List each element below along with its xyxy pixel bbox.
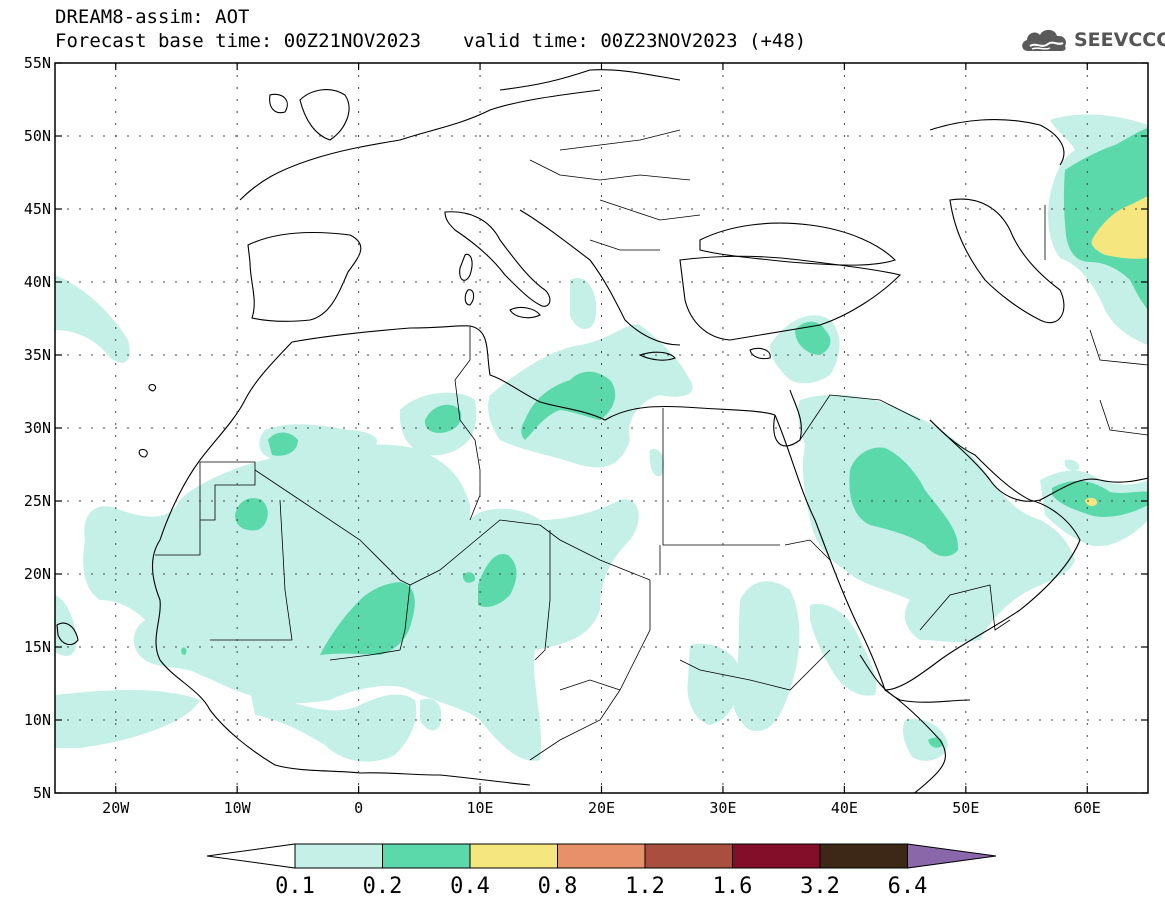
colorbar-arrow-high	[907, 843, 997, 869]
x-tick-label: 50E	[952, 799, 979, 817]
x-tick-label: 20E	[588, 799, 615, 817]
y-tick-label: 15N	[24, 638, 51, 656]
axis-ticks: 20W 10W 0 10E 20E 30E 40E 50E 60E 55N 50N 45N 40N 35N…	[24, 54, 1148, 817]
y-tick-label: 40N	[24, 273, 51, 291]
colorbar-label: 1.2	[625, 874, 665, 899]
base-time-label: Forecast base time: 00Z21NOV2023	[55, 30, 422, 52]
colorbar-segment	[382, 843, 471, 869]
y-tick-label: 35N	[24, 346, 51, 364]
seevccc-logo: SEEVCCC	[1018, 24, 1165, 56]
y-tick-label: 50N	[24, 127, 51, 145]
country-borders	[155, 129, 1148, 761]
map-title: DREAM8-assim: AOT	[55, 6, 250, 28]
x-tick-label: 10E	[467, 799, 494, 817]
cloud-icon	[1022, 29, 1067, 51]
colorbar-segment	[294, 843, 383, 869]
y-tick-label: 25N	[24, 492, 51, 510]
colorbar: 0.1 0.2 0.4 0.8 1.2 1.6 3.2 6.4	[206, 843, 997, 899]
coastlines-borders	[56, 69, 1148, 793]
colorbar-label: 0.2	[363, 874, 403, 899]
x-tick-label: 20W	[102, 799, 130, 817]
y-tick-label: 20N	[24, 565, 51, 583]
colorbar-label: 0.4	[450, 874, 490, 899]
x-tick-label: 40E	[831, 799, 858, 817]
grid-lines	[55, 63, 1148, 793]
colorbar-label: 0.1	[275, 874, 315, 899]
colorbar-segment	[732, 843, 821, 869]
colorbar-segment	[557, 843, 646, 869]
aot-fields	[55, 114, 1148, 762]
x-tick-label: 60E	[1074, 799, 1101, 817]
x-tick-label: 0	[354, 799, 363, 817]
y-tick-label: 55N	[24, 54, 51, 72]
y-tick-label: 10N	[24, 711, 51, 729]
colorbar-arrow-low	[206, 843, 296, 869]
y-tick-label: 5N	[33, 784, 51, 802]
aot-field-high	[1085, 196, 1148, 507]
time-info: Forecast base time: 00Z21NOV2023 valid ti…	[55, 30, 806, 52]
colorbar-label: 3.2	[800, 874, 840, 899]
x-tick-label: 30E	[709, 799, 736, 817]
colorbar-segment	[644, 843, 733, 869]
colorbar-label: 1.6	[713, 874, 753, 899]
colorbar-label: 0.8	[538, 874, 578, 899]
aot-field-medium	[181, 128, 1148, 748]
x-tick-label: 10W	[224, 799, 252, 817]
y-tick-label: 30N	[24, 419, 51, 437]
colorbar-segment	[819, 843, 908, 869]
valid-time-label: valid time: 00Z23NOV2023 (+48)	[463, 30, 807, 52]
colorbar-segment	[469, 843, 558, 869]
y-tick-label: 45N	[24, 200, 51, 218]
colorbar-label: 6.4	[888, 874, 928, 899]
logo-text: SEEVCCC	[1074, 29, 1165, 51]
